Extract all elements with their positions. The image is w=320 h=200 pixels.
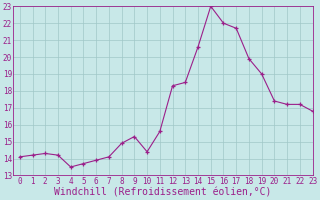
X-axis label: Windchill (Refroidissement éolien,°C): Windchill (Refroidissement éolien,°C)	[54, 187, 272, 197]
